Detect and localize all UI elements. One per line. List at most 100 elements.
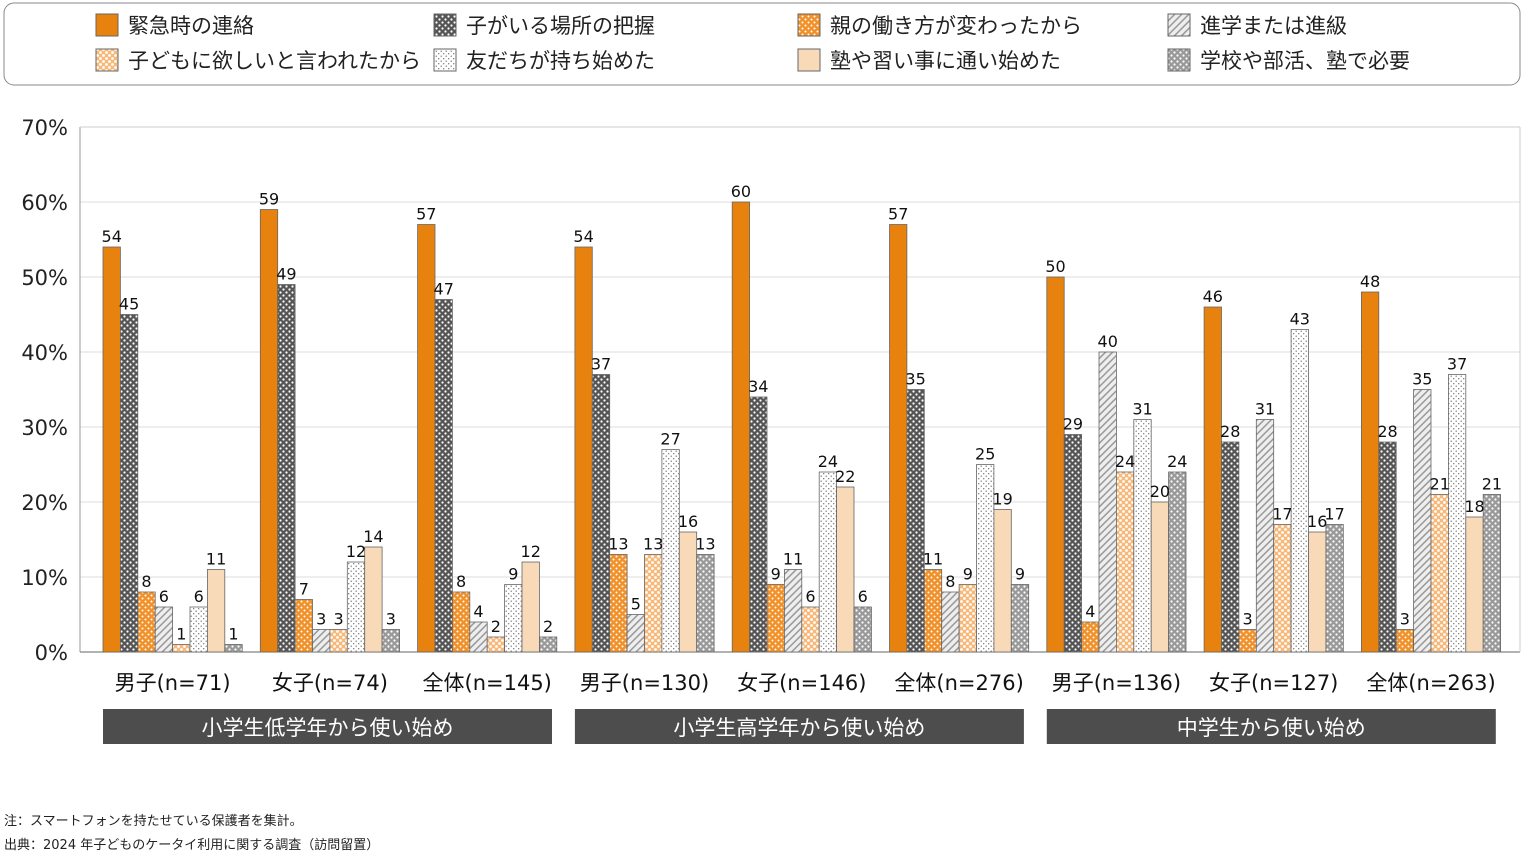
bar-4-2 [312, 629, 331, 653]
bar-4-8 [1255, 419, 1275, 653]
data-label: 37 [1447, 355, 1467, 374]
data-label: 8 [945, 572, 955, 591]
bar-8-1 [224, 644, 243, 653]
bar-2-7 [1063, 434, 1082, 653]
bar-1-5 [731, 201, 751, 653]
bar-6-2 [346, 561, 366, 653]
data-label: 3 [1400, 610, 1410, 629]
bar-3-5 [766, 584, 785, 653]
bar-7-7 [1150, 501, 1169, 653]
data-label: 22 [835, 467, 855, 486]
bar-8-3 [539, 636, 558, 653]
bar-6-8 [1290, 329, 1309, 653]
data-label: 12 [521, 542, 541, 561]
bar-8-7 [1168, 471, 1187, 653]
bar-4-7 [1098, 351, 1117, 653]
data-label: 34 [748, 377, 768, 396]
data-label: 12 [346, 542, 366, 561]
legend: 緊急時の連絡 子がいる場所の把握 親の働き方が変わったから 進学または進級子どもに欲し… [3, 2, 1521, 86]
bar-6-4 [661, 449, 680, 653]
data-label: 16 [678, 512, 698, 531]
legend-label-1: 緊急時の連絡 [128, 14, 254, 38]
data-label: 35 [1412, 370, 1432, 389]
section-label: 小学生高学年から使い始め [673, 716, 925, 740]
bar-6-7 [1133, 419, 1152, 653]
source-text: 出典：2024 年子どものケータイ利用に関する調査（訪問留置） [4, 838, 380, 851]
y-tick-label: 0% [35, 641, 68, 665]
bar-2-2 [277, 284, 296, 653]
data-label: 17 [1324, 505, 1344, 524]
data-label: 1 [228, 625, 238, 644]
section-band [103, 709, 552, 744]
note-text: 注：スマートフォンを持たせている保護者を集計。 [4, 814, 303, 829]
legend-label-2: 子がいる場所の把握 [466, 14, 655, 38]
bar-2-3 [434, 299, 453, 653]
data-label: 6 [858, 587, 868, 606]
bar-5-4 [644, 554, 663, 653]
bar-4-1 [154, 606, 173, 653]
data-label: 54 [573, 227, 593, 246]
bar-1-4 [574, 246, 593, 653]
bar-6-1 [189, 606, 208, 653]
data-label: 24 [1167, 452, 1187, 471]
gridlines: 0% 10% 20% 30% 40% 50% 60% 70% [21, 116, 1521, 665]
data-label: 59 [259, 190, 279, 209]
data-label: 57 [416, 205, 436, 224]
data-label: 9 [771, 565, 781, 584]
bar-7-2 [364, 546, 383, 653]
bar-8-5 [853, 606, 872, 653]
bar-7-3 [521, 561, 540, 653]
bar-8-9 [1482, 494, 1501, 653]
bar-8-6 [1010, 584, 1030, 653]
legend-label-4: 進学または進級 [1200, 14, 1347, 38]
bar-1-3 [417, 224, 436, 653]
bar-1-7 [1046, 276, 1065, 653]
bar-4-3 [469, 621, 488, 653]
bar-5-2 [329, 629, 348, 653]
data-label: 47 [434, 280, 454, 299]
data-label: 14 [363, 527, 383, 546]
y-tick-label: 30% [21, 416, 68, 440]
data-label: 13 [608, 535, 628, 554]
bar-5-9 [1430, 494, 1449, 653]
legend-swatch-4 [1167, 13, 1191, 37]
section-label: 小学生低学年から使い始め [202, 716, 454, 740]
bar-8-4 [696, 554, 715, 653]
data-label: 3 [316, 610, 326, 629]
data-label: 17 [1272, 505, 1292, 524]
section-band [574, 709, 1024, 744]
data-label: 18 [1464, 497, 1484, 516]
bar-7-8 [1308, 531, 1327, 653]
data-label: 1 [176, 625, 186, 644]
data-label: 4 [1085, 602, 1095, 621]
section-band [1046, 709, 1496, 744]
bar-4-9 [1413, 389, 1432, 653]
bar-5-6 [958, 584, 977, 653]
data-label: 2 [543, 617, 553, 636]
category-label: 全体(n=276) [894, 671, 1023, 695]
data-label: 3 [386, 610, 396, 629]
data-label: 4 [473, 602, 483, 621]
bar-5-5 [801, 606, 820, 653]
legend-label-5: 子どもに欲しいと言われたから [128, 49, 421, 73]
bar-1-8 [1203, 306, 1222, 653]
legend-label-8: 学校や部活、塾で必要 [1200, 49, 1410, 73]
data-label: 28 [1220, 422, 1240, 441]
data-label: 35 [905, 370, 925, 389]
legend-swatch-7 [797, 48, 821, 72]
bar-6-5 [818, 471, 838, 653]
bar-7-1 [206, 569, 226, 653]
data-label: 8 [456, 572, 466, 591]
data-label: 31 [1255, 400, 1275, 419]
bars [102, 201, 1501, 653]
bar-2-5 [749, 396, 768, 653]
data-label: 25 [975, 445, 995, 464]
legend-swatch-8 [1167, 48, 1191, 72]
y-tick-label: 60% [21, 191, 68, 215]
bar-6-9 [1448, 374, 1467, 653]
bar-3-4 [609, 554, 628, 653]
category-label: 女子(n=146) [737, 671, 866, 695]
bar-5-1 [172, 644, 191, 653]
data-label: 3 [334, 610, 344, 629]
